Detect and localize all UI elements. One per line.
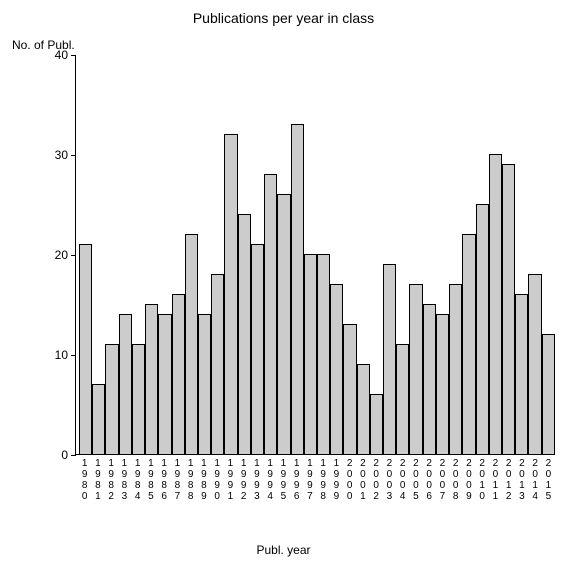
x-tick-label: 2011 bbox=[489, 458, 502, 502]
x-tick-label: 2005 bbox=[409, 458, 422, 502]
x-axis-label: Publ. year bbox=[0, 543, 567, 557]
x-tick-label: 2004 bbox=[396, 458, 409, 502]
bar bbox=[145, 304, 158, 454]
bar bbox=[409, 284, 422, 454]
x-tick-label: 2001 bbox=[356, 458, 369, 502]
y-tick-label: 20 bbox=[55, 248, 68, 262]
bar bbox=[264, 174, 277, 454]
chart-container: Publications per year in class No. of Pu… bbox=[0, 0, 567, 567]
y-tick-label: 0 bbox=[61, 448, 68, 462]
y-tick-label: 40 bbox=[55, 48, 68, 62]
bars-group bbox=[76, 55, 555, 454]
bar bbox=[304, 254, 317, 454]
y-tick bbox=[71, 55, 76, 56]
bar bbox=[383, 264, 396, 454]
x-tick-label: 1992 bbox=[237, 458, 250, 502]
x-tick-label: 1986 bbox=[158, 458, 171, 502]
x-tick-labels: 1980198119821983198419851986198719881989… bbox=[75, 458, 555, 502]
x-tick-label: 2008 bbox=[449, 458, 462, 502]
bar bbox=[211, 274, 224, 454]
bar bbox=[396, 344, 409, 454]
bar bbox=[330, 284, 343, 454]
bar bbox=[105, 344, 118, 454]
bar bbox=[224, 134, 237, 454]
y-tick bbox=[71, 455, 76, 456]
bar bbox=[158, 314, 171, 454]
x-tick-label: 1982 bbox=[105, 458, 118, 502]
y-tick bbox=[71, 355, 76, 356]
x-tick-label: 2013 bbox=[515, 458, 528, 502]
x-tick-label: 1996 bbox=[290, 458, 303, 502]
x-tick-label: 1981 bbox=[91, 458, 104, 502]
x-tick-label: 2014 bbox=[529, 458, 542, 502]
x-tick-label: 2010 bbox=[476, 458, 489, 502]
bar bbox=[251, 244, 264, 454]
bar bbox=[132, 344, 145, 454]
x-tick-label: 1990 bbox=[211, 458, 224, 502]
x-tick-label: 2000 bbox=[343, 458, 356, 502]
x-tick-label: 1991 bbox=[224, 458, 237, 502]
x-tick-label: 1988 bbox=[184, 458, 197, 502]
bar bbox=[343, 324, 356, 454]
x-tick-label: 1984 bbox=[131, 458, 144, 502]
bar bbox=[185, 234, 198, 454]
bar bbox=[291, 124, 304, 454]
y-tick bbox=[71, 155, 76, 156]
x-tick-label: 2006 bbox=[423, 458, 436, 502]
x-tick-label: 1994 bbox=[264, 458, 277, 502]
y-tick bbox=[71, 255, 76, 256]
bar bbox=[515, 294, 528, 454]
bar bbox=[317, 254, 330, 454]
bar bbox=[462, 234, 475, 454]
y-tick-label: 30 bbox=[55, 148, 68, 162]
bar bbox=[528, 274, 541, 454]
x-tick-label: 2002 bbox=[370, 458, 383, 502]
x-tick-label: 1998 bbox=[317, 458, 330, 502]
bar bbox=[423, 304, 436, 454]
bar bbox=[277, 194, 290, 454]
bar bbox=[370, 394, 383, 454]
bar bbox=[238, 214, 251, 454]
x-tick-label: 1997 bbox=[303, 458, 316, 502]
bar bbox=[198, 314, 211, 454]
x-tick-label: 1980 bbox=[78, 458, 91, 502]
x-tick-label: 2015 bbox=[542, 458, 555, 502]
x-tick-label: 1985 bbox=[144, 458, 157, 502]
bar bbox=[119, 314, 132, 454]
bar bbox=[449, 284, 462, 454]
x-tick-label: 2012 bbox=[502, 458, 515, 502]
x-tick-label: 2003 bbox=[383, 458, 396, 502]
x-tick-label: 2007 bbox=[436, 458, 449, 502]
x-tick-label: 1983 bbox=[118, 458, 131, 502]
bar bbox=[502, 164, 515, 454]
plot-area: 010203040 bbox=[75, 55, 555, 455]
bar bbox=[172, 294, 185, 454]
bar bbox=[476, 204, 489, 454]
bar bbox=[436, 314, 449, 454]
bar bbox=[542, 334, 555, 454]
bar bbox=[357, 364, 370, 454]
bar bbox=[92, 384, 105, 454]
x-tick-label: 2009 bbox=[462, 458, 475, 502]
x-tick-label: 1993 bbox=[250, 458, 263, 502]
x-tick-label: 1995 bbox=[277, 458, 290, 502]
y-tick-label: 10 bbox=[55, 348, 68, 362]
bar bbox=[489, 154, 502, 454]
x-tick-label: 1999 bbox=[330, 458, 343, 502]
x-tick-label: 1989 bbox=[197, 458, 210, 502]
bar bbox=[79, 244, 92, 454]
chart-title: Publications per year in class bbox=[0, 10, 567, 26]
x-tick-label: 1987 bbox=[171, 458, 184, 502]
